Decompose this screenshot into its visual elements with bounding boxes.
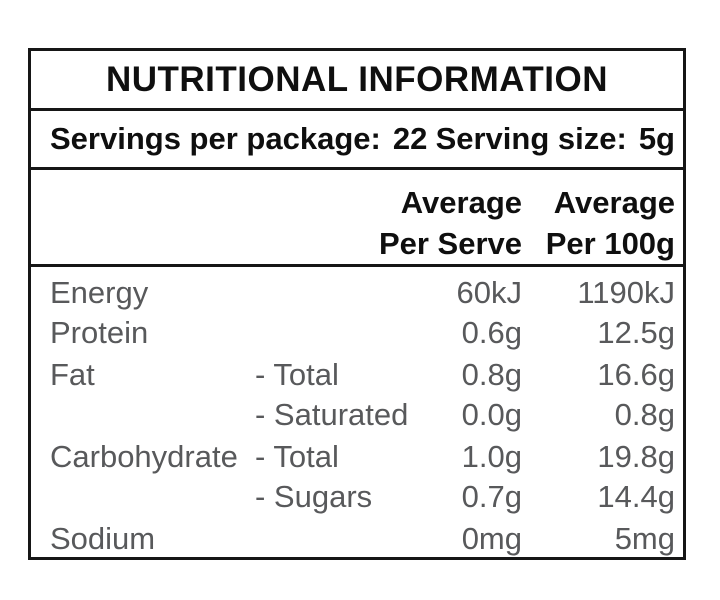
column-header-per-100g: Average Per 100g [522, 182, 675, 264]
per-serve-value: 0.0g [461, 397, 522, 432]
nutrient-name: Sodium [50, 521, 156, 556]
per-serve-value: 0.8g [461, 357, 522, 392]
nutrient-sublabel: - Sugars [255, 479, 373, 514]
nutrient-sublabel: - Saturated [255, 397, 409, 432]
per-serve-value: 1.0g [461, 439, 522, 474]
per-serve-value: 60kJ [456, 275, 522, 310]
nutrient-sublabel: - Total [255, 357, 339, 392]
nutrient-row-energy: Energy 60kJ 1190kJ [31, 273, 683, 313]
column-header-per-100g-line1: Average [553, 185, 675, 220]
per-100g-value: 5mg [614, 521, 675, 556]
nutrient-row-protein: Protein 0.6g 12.5g [31, 313, 683, 353]
per-100g-value: 19.8g [597, 439, 675, 474]
column-header-per-serve-line1: Average [400, 185, 522, 220]
per-100g-value: 12.5g [597, 315, 675, 350]
servings-per-package-label: Servings per package: [50, 121, 381, 156]
nutrient-row-carbohydrate-total: Carbohydrate - Total 1.0g 19.8g [31, 437, 683, 477]
per-100g-value: 16.6g [597, 357, 675, 392]
servings-row: Servings per package: 22 Serving size: 5… [31, 111, 683, 170]
serving-size-value: 5g [638, 121, 675, 156]
per-100g-value: 14.4g [597, 479, 675, 514]
nutrition-panel: NUTRITIONAL INFORMATION Servings per pac… [28, 48, 686, 560]
nutrient-row-carbohydrate-sugars: - Sugars 0.7g 14.4g [31, 477, 683, 517]
nutrient-name: Energy [50, 275, 149, 310]
nutrient-sublabel: - Total [255, 439, 339, 474]
per-100g-value: 1190kJ [577, 275, 675, 310]
column-header-per-serve: Average Per Serve [379, 182, 522, 264]
per-serve-value: 0mg [461, 521, 522, 556]
servings-per-package-value: 22 [392, 121, 428, 156]
per-serve-value: 0.7g [461, 479, 522, 514]
panel-title: NUTRITIONAL INFORMATION [31, 51, 683, 111]
nutrient-name: Protein [50, 315, 149, 350]
serving-size: Serving size: 5g [436, 121, 675, 157]
column-header-per-100g-line2: Per 100g [545, 226, 675, 261]
serving-size-label: Serving size: [435, 121, 627, 156]
per-serve-value: 0.6g [461, 315, 522, 350]
nutrient-table: Energy 60kJ 1190kJ Protein 0.6g 12.5g Fa… [31, 267, 683, 559]
nutrient-row-sodium: Sodium 0mg 5mg [31, 519, 683, 559]
column-header-per-serve-line2: Per Serve [378, 226, 522, 261]
nutrient-row-fat-total: Fat - Total 0.8g 16.6g [31, 355, 683, 395]
servings-per-package: Servings per package: 22 [50, 121, 427, 157]
nutrient-name: Fat [50, 357, 95, 392]
nutrient-row-fat-saturated: - Saturated 0.0g 0.8g [31, 395, 683, 435]
per-100g-value: 0.8g [614, 397, 675, 432]
nutrient-name: Carbohydrate [50, 439, 238, 474]
column-headers: Average Per Serve Average Per 100g [31, 170, 683, 267]
